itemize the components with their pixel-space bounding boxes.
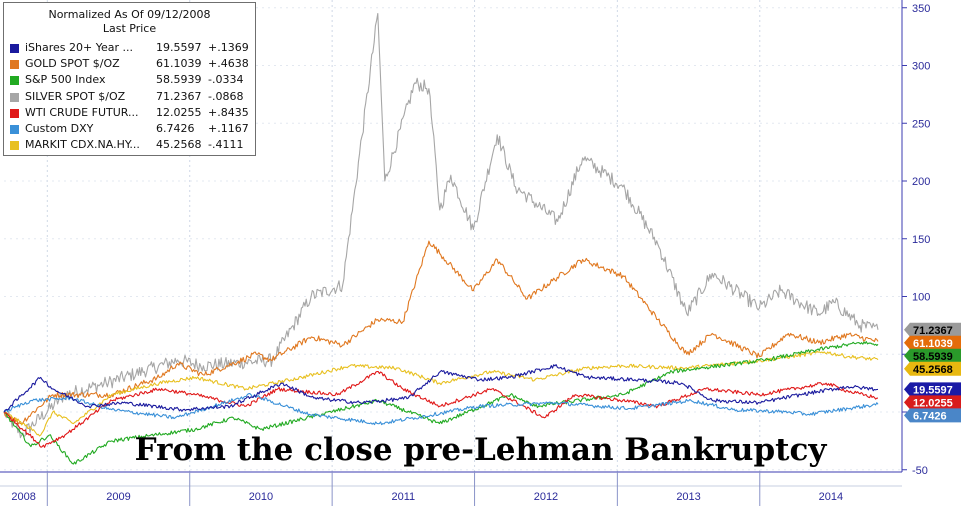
- last-price-tag: [904, 348, 961, 363]
- legend-last-price: 6.7426: [156, 121, 195, 135]
- x-tick-label: 2011: [392, 491, 416, 503]
- legend-entry: S&P 500 Index 58.5939 -.0334: [4, 72, 255, 88]
- legend-last-price: 12.0255: [156, 105, 202, 119]
- legend-series-name: MARKIT CDX.NA.HY...: [25, 138, 140, 152]
- legend-swatch: [10, 141, 19, 151]
- series-line: [3, 350, 879, 437]
- y-tick-label: -50: [912, 465, 928, 477]
- legend-swatch: [10, 44, 19, 53]
- legend-change: +.8435: [208, 105, 249, 119]
- series-line: [3, 341, 879, 465]
- legend-change: -.0868: [208, 89, 244, 103]
- x-tick-label: 2013: [676, 491, 700, 503]
- y-tick-label: 350: [912, 3, 930, 15]
- last-price-tag-label: 71.2367: [913, 325, 953, 337]
- last-price-tag: [904, 322, 961, 337]
- legend-change: +.4638: [208, 57, 249, 71]
- y-tick-label: 200: [912, 176, 930, 188]
- legend-last-price: 58.5939: [156, 73, 202, 87]
- legend-last-price: 45.2568: [156, 138, 202, 152]
- last-price-tag: [904, 382, 961, 397]
- legend-change: +.1167: [208, 121, 249, 135]
- legend-last-price: 71.2367: [156, 89, 202, 103]
- last-price-tag-label: 12.0255: [913, 397, 953, 409]
- legend-entry: GOLD SPOT $/OZ 61.1039 +.4638: [4, 56, 255, 72]
- legend-entry: Custom DXY 6.7426 +.1167: [4, 121, 255, 137]
- legend-last-price: 19.5597: [156, 41, 202, 54]
- legend-rows: iShares 20+ Year ... 19.5597 +.1369 GOLD SP…: [4, 40, 255, 153]
- series-line: [3, 392, 879, 426]
- legend-change: -.4111: [208, 138, 244, 152]
- legend-entry: WTI CRUDE FUTUR... 12.0255 +.8435: [4, 105, 255, 121]
- series-lines: [3, 12, 879, 465]
- series-line: [3, 370, 879, 448]
- legend-entry: MARKIT CDX.NA.HY... 45.2568 -.4111: [4, 137, 255, 153]
- x-tick-label: 2014: [819, 491, 843, 503]
- series-line: [3, 364, 879, 413]
- legend-series-name: S&P 500 Index: [25, 73, 106, 87]
- chart-caption: From the close pre-Lehman Bankruptcy: [134, 432, 827, 468]
- legend-swatch: [10, 60, 19, 70]
- legend-series-name: SILVER SPOT $/OZ: [25, 89, 126, 103]
- legend-last-price: 61.1039: [156, 57, 202, 71]
- grid-lines: [4, 0, 902, 472]
- x-tick-label: 2008: [11, 491, 35, 503]
- x-axis: 2008 2009 2010 2011 2012 2013 2014: [0, 471, 902, 506]
- x-tick-label: 2012: [534, 491, 558, 503]
- legend-swatch: [10, 92, 19, 102]
- y-tick-label: 250: [912, 118, 930, 130]
- last-price-tag-label: 61.1039: [913, 338, 953, 350]
- last-price-tag-label: 58.5939: [913, 351, 953, 363]
- last-price-tag: [904, 361, 961, 376]
- last-price-tag: [904, 335, 961, 350]
- legend-series-name: WTI CRUDE FUTUR...: [25, 105, 139, 119]
- x-tick-label: 2009: [106, 491, 130, 503]
- legend-series-name: iShares 20+ Year ...: [25, 41, 134, 54]
- last-price-tag-label: 19.5597: [913, 384, 953, 396]
- legend-change: -.0334: [208, 73, 244, 87]
- legend-swatch: [10, 124, 19, 134]
- legend-title: Normalized As Of 09/12/2008: [48, 8, 211, 21]
- series-line: [3, 12, 879, 439]
- legend: Normalized As Of 09/12/2008 Last Price i…: [3, 2, 256, 156]
- series-line: [3, 240, 879, 425]
- legend-change: +.1369: [208, 41, 249, 54]
- legend-entry: SILVER SPOT $/OZ 71.2367 -.0868: [4, 89, 255, 105]
- legend-series-name: Custom DXY: [25, 121, 94, 135]
- legend-swatch: [10, 108, 19, 118]
- last-price-tag: [904, 395, 961, 410]
- legend-series-name: GOLD SPOT $/OZ: [25, 57, 120, 71]
- y-tick-label: 100: [912, 292, 930, 304]
- last-price-tag: [904, 408, 961, 423]
- legend-entry: iShares 20+ Year ... 19.5597 +.1369: [4, 40, 255, 56]
- last-price-tag-label: 6.7426: [913, 410, 947, 422]
- y-tick-label: 300: [912, 61, 930, 73]
- legend-swatch: [10, 76, 19, 86]
- legend-subtitle: Last Price: [102, 22, 157, 35]
- y-tick-label: 150: [912, 234, 930, 246]
- x-tick-label: 2010: [249, 491, 273, 503]
- last-price-tag-label: 45.2568: [913, 364, 953, 376]
